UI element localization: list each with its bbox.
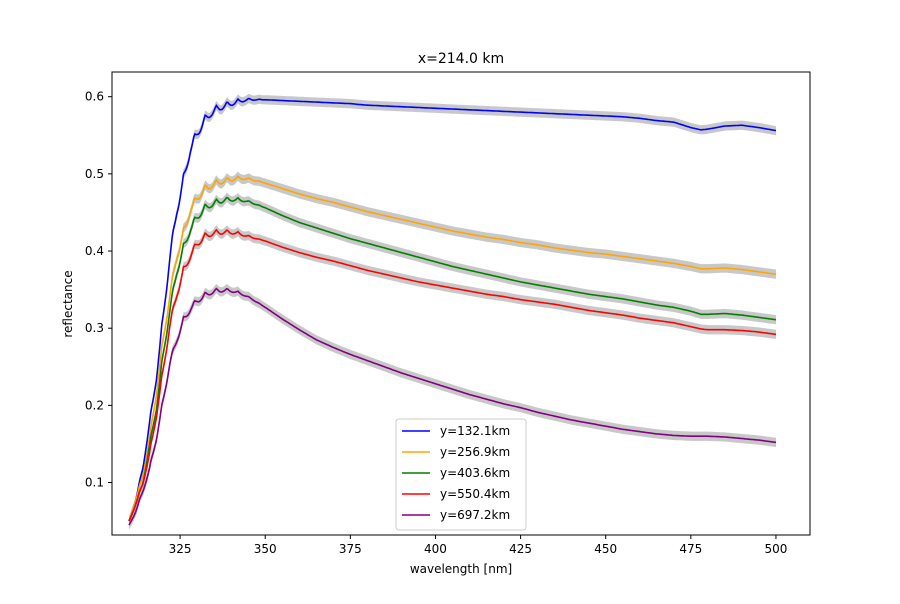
y-tick-label: 0.3 bbox=[85, 321, 104, 335]
legend-label-4: y=550.4km bbox=[440, 487, 510, 501]
legend-box bbox=[395, 418, 527, 531]
y-tick-label: 0.4 bbox=[85, 244, 104, 258]
legend-label-2: y=256.9km bbox=[440, 445, 510, 459]
y-tick-label: 0.2 bbox=[85, 398, 104, 412]
x-tick-label: 375 bbox=[339, 542, 362, 556]
series-lines bbox=[128, 97, 777, 526]
legend-label-3: y=403.6km bbox=[440, 466, 510, 480]
legend-label-5: y=697.2km bbox=[440, 508, 510, 522]
x-axis-label: wavelength [nm] bbox=[410, 562, 512, 576]
x-tick-label: 500 bbox=[764, 542, 787, 556]
x-axis: 325 350 375 400 425 450 475 500 bbox=[169, 535, 787, 556]
series-line-2 bbox=[128, 175, 777, 522]
series-line-1 bbox=[128, 97, 777, 522]
series-line-3 bbox=[128, 196, 777, 522]
y-tick-label: 0.6 bbox=[85, 90, 104, 104]
x-tick-label: 350 bbox=[254, 542, 277, 556]
y-axis: 0.1 0.2 0.3 0.4 0.5 0.6 bbox=[85, 90, 112, 490]
y-tick-label: 0.1 bbox=[85, 476, 104, 490]
x-tick-label: 400 bbox=[424, 542, 447, 556]
chart-title: x=214.0 km bbox=[418, 51, 504, 67]
y-axis-label: reflectance bbox=[61, 270, 75, 337]
x-tick-label: 475 bbox=[679, 542, 702, 556]
plot-frame bbox=[111, 71, 811, 536]
x-tick-label: 450 bbox=[594, 542, 617, 556]
x-tick-label: 425 bbox=[509, 542, 532, 556]
series-line-4 bbox=[128, 228, 777, 522]
x-tick-label: 325 bbox=[169, 542, 192, 556]
legend-label-1: y=132.1km bbox=[440, 424, 510, 438]
y-tick-label: 0.5 bbox=[85, 167, 104, 181]
legend: y=132.1km y=256.9km y=403.6km y=550.4km y=69… bbox=[395, 418, 527, 531]
uncertainty-band-4 bbox=[129, 225, 776, 526]
series-line-5 bbox=[128, 287, 777, 526]
